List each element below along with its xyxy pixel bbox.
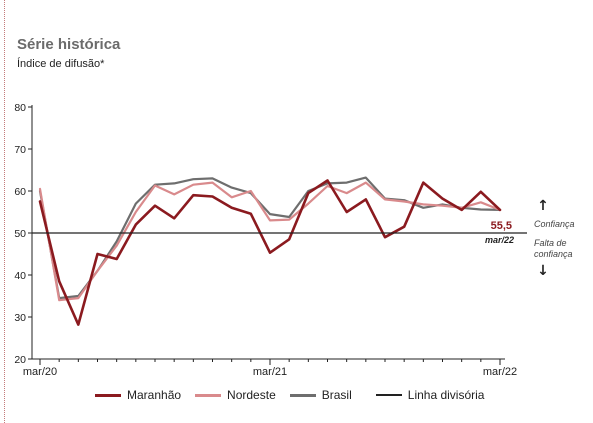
legend-label-nordeste: Nordeste — [227, 388, 276, 402]
legend-swatch-threshold — [375, 394, 402, 396]
legend-label-maranhao: Maranhão — [127, 388, 182, 402]
legend-item-maranhao: Maranhão — [95, 388, 181, 402]
y-tick-label-40: 40 — [14, 270, 26, 282]
y-tick-label-50: 50 — [14, 228, 26, 240]
no-confidence-label-line2: confiança — [534, 249, 573, 259]
last-period-label: mar/22 — [485, 235, 514, 245]
chart-legend: Maranhão Nordeste Brasil Linha divisória — [95, 388, 498, 402]
x-tick-label-mar-20: mar/20 — [23, 366, 57, 378]
legend-item-brasil: Brasil — [289, 388, 352, 402]
arrow-down-icon: ↓ — [537, 263, 549, 279]
legend-swatch-nordeste — [195, 393, 222, 397]
y-tick-label-20: 20 — [14, 354, 26, 366]
y-tick-label-80: 80 — [14, 102, 26, 114]
page-margin-rule — [4, 0, 5, 423]
legend-swatch-maranhao — [95, 393, 121, 397]
legend-label-brasil: Brasil — [321, 388, 352, 402]
series-line-maranho — [38, 179, 502, 326]
last-value-label: 55,5 — [491, 220, 512, 232]
x-tick-label-mar-21: mar/21 — [253, 366, 287, 378]
series-line-brasil — [38, 176, 502, 300]
legend-swatch-brasil — [289, 393, 316, 397]
series-line-nordeste — [38, 181, 502, 302]
chart-title: Série histórica — [17, 36, 121, 53]
arrow-up-icon: ↑ — [537, 198, 549, 214]
x-tick-label-mar-22: mar/22 — [483, 366, 517, 378]
y-tick-label-60: 60 — [14, 186, 26, 198]
y-tick-label-30: 30 — [14, 312, 26, 324]
legend-label-threshold: Linha divisória — [407, 388, 485, 402]
legend-item-nordeste: Nordeste — [195, 388, 276, 402]
chart-subtitle: Índice de difusão* — [17, 58, 105, 70]
no-confidence-label-line1: Falta de — [534, 238, 567, 248]
legend-item-threshold: Linha divisória — [375, 388, 485, 402]
confidence-label: Confiança — [534, 219, 575, 229]
y-tick-label-70: 70 — [14, 144, 26, 156]
